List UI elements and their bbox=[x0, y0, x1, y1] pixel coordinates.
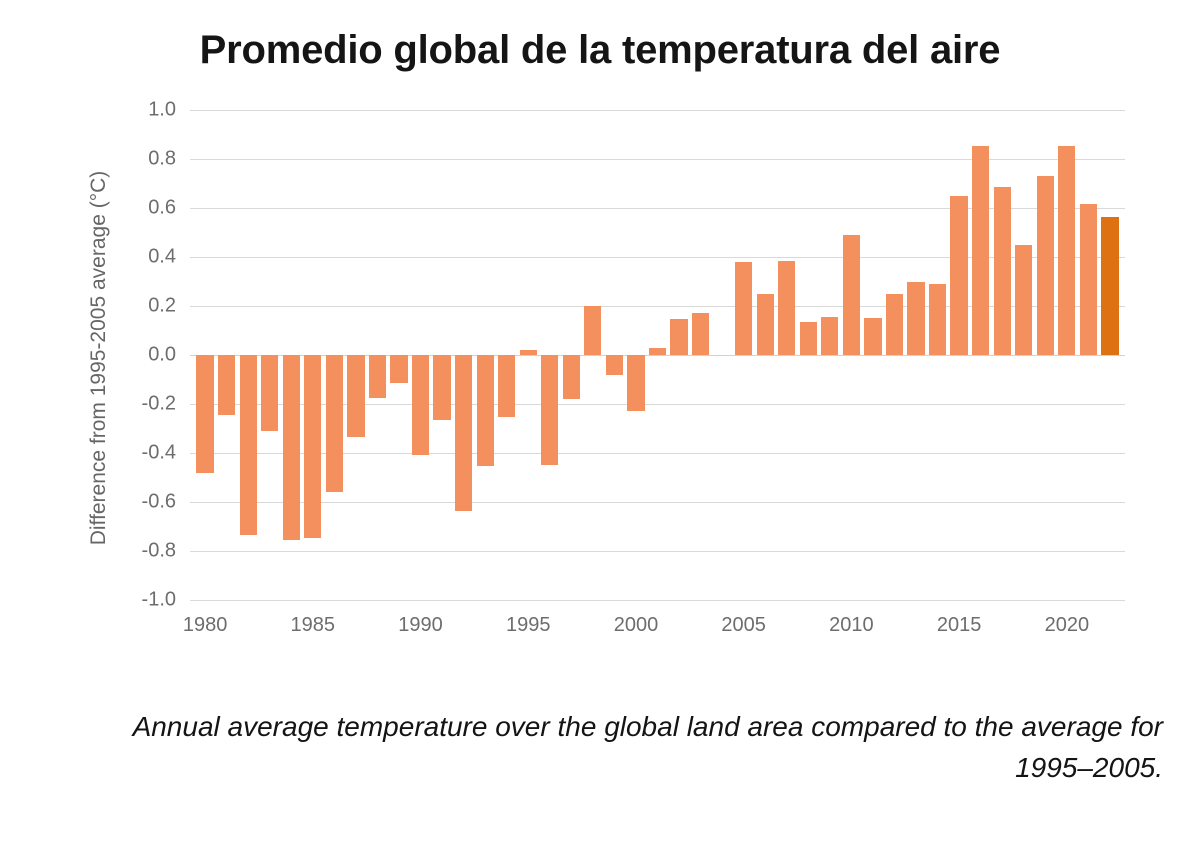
chart-title: Promedio global de la temperatura del ai… bbox=[199, 28, 1001, 72]
y-axis-tick-label: 0.2 bbox=[148, 294, 176, 317]
y-axis-tick-label: 0.4 bbox=[148, 245, 176, 268]
bar-1991[interactable] bbox=[433, 355, 451, 420]
bar-1992[interactable] bbox=[454, 355, 473, 511]
gridline bbox=[190, 159, 1125, 160]
x-axis-tick-label: 2000 bbox=[613, 614, 659, 636]
bar-2013[interactable] bbox=[907, 281, 925, 355]
gridline bbox=[190, 306, 1125, 307]
bar-1982[interactable] bbox=[239, 355, 257, 536]
bar-2011[interactable] bbox=[864, 318, 882, 355]
plot-area: 1.0 0.8 0.6 0.4 0.2 0.0 -0.2 -0.4 -0.6 -0.8 -1.0 19… bbox=[142, 99, 1125, 636]
bar-2014[interactable] bbox=[928, 283, 947, 355]
bar-2019[interactable] bbox=[1036, 176, 1054, 355]
bar-1988[interactable] bbox=[368, 355, 387, 398]
bar-2016[interactable] bbox=[972, 145, 990, 355]
bar-2000[interactable] bbox=[627, 355, 645, 412]
bar-1994[interactable] bbox=[498, 355, 516, 418]
bar-2021[interactable] bbox=[1079, 204, 1097, 355]
y-axis-tick-label: 0.8 bbox=[148, 147, 176, 170]
bar-1989[interactable] bbox=[390, 355, 408, 384]
y-axis-tick-label: -0.8 bbox=[141, 539, 176, 562]
y-axis-tick-label: -0.2 bbox=[141, 392, 176, 415]
bar-2007[interactable] bbox=[778, 260, 796, 355]
bar-2015[interactable] bbox=[950, 195, 968, 355]
bar-2009[interactable] bbox=[821, 317, 839, 355]
y-axis-tick-label: 0.6 bbox=[148, 196, 176, 219]
gridline bbox=[190, 600, 1125, 601]
gridline bbox=[190, 257, 1125, 258]
gridline bbox=[190, 453, 1125, 454]
bar-1990[interactable] bbox=[411, 355, 430, 456]
x-axis-tick-label: 2020 bbox=[1044, 614, 1090, 636]
bar-2005[interactable] bbox=[735, 261, 753, 355]
bar-2001[interactable] bbox=[648, 347, 667, 355]
bar-1993[interactable] bbox=[476, 355, 494, 467]
x-axis-tick-label: 1995 bbox=[505, 614, 551, 636]
bar-2002[interactable] bbox=[670, 319, 688, 355]
x-axis-tick-label: 2005 bbox=[721, 614, 766, 636]
x-axis-tick-label: 1985 bbox=[290, 614, 336, 636]
bar-1998[interactable] bbox=[584, 306, 602, 355]
bar-2003[interactable] bbox=[691, 313, 710, 355]
y-axis-title: Difference from 1995-2005 average (°C) bbox=[87, 170, 110, 546]
gridline bbox=[190, 208, 1125, 209]
bar-1986[interactable] bbox=[325, 355, 343, 493]
bar-1996[interactable] bbox=[541, 355, 559, 466]
bar-1985[interactable] bbox=[304, 355, 322, 538]
figure-caption: Annual average temperature over the glob… bbox=[132, 711, 1163, 783]
y-axis-tick-label: 0.0 bbox=[148, 343, 176, 366]
x-axis-tick-label: 2010 bbox=[829, 614, 874, 636]
bar-2006[interactable] bbox=[756, 293, 774, 355]
bar-1987[interactable] bbox=[347, 355, 365, 438]
bar-1980[interactable] bbox=[196, 355, 214, 473]
y-axis-title-container: Difference from 1995-2005 average (°C) bbox=[84, 108, 114, 608]
zero-line bbox=[190, 355, 1125, 356]
bar-1983[interactable] bbox=[261, 355, 279, 431]
bar-1995[interactable] bbox=[519, 350, 537, 355]
y-axis-tick-label: -0.4 bbox=[141, 441, 176, 464]
x-axis-tick-label: 1990 bbox=[398, 614, 443, 636]
y-axis-tick-label: -1.0 bbox=[141, 588, 176, 611]
gridline bbox=[190, 110, 1125, 111]
bar-2012[interactable] bbox=[885, 293, 904, 355]
y-axis-tick-label: 1.0 bbox=[148, 98, 176, 121]
bar-2018[interactable] bbox=[1015, 244, 1033, 355]
x-axis-tick-label: 1980 bbox=[182, 614, 228, 636]
y-axis-tick-label: -0.6 bbox=[141, 490, 176, 513]
gridline bbox=[190, 502, 1125, 503]
bar-1981[interactable] bbox=[218, 355, 236, 416]
bar-2020[interactable] bbox=[1058, 145, 1076, 355]
bar-2010[interactable] bbox=[842, 234, 860, 355]
gridline bbox=[190, 551, 1125, 552]
bar-1997[interactable] bbox=[562, 355, 580, 400]
bar-2008[interactable] bbox=[799, 321, 817, 355]
bar-1999[interactable] bbox=[605, 355, 624, 375]
bar-2017[interactable] bbox=[993, 187, 1011, 355]
x-axis-tick-label: 2015 bbox=[936, 614, 982, 636]
bar-2022[interactable] bbox=[1101, 216, 1119, 355]
bar-1984[interactable] bbox=[282, 355, 300, 540]
gridline bbox=[190, 404, 1125, 405]
